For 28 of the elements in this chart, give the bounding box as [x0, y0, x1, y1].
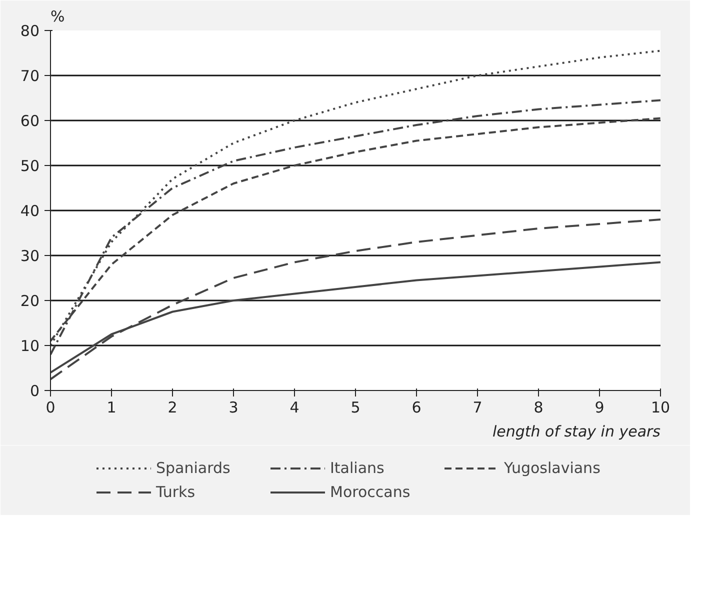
y-tick-label: 70 [20, 67, 40, 85]
y-tick-label: 30 [20, 247, 40, 265]
y-tick-label: 40 [20, 202, 40, 220]
legend-label: Moroccans [330, 483, 412, 501]
legend-label: Yugoslavians [504, 459, 602, 477]
y-tick-label: 10 [20, 337, 40, 355]
x-tick-label: 5 [350, 398, 360, 416]
x-tick-label: 7 [472, 398, 482, 416]
x-tick-label: 4 [290, 398, 300, 416]
x-tick-label: 8 [534, 398, 544, 416]
x-axis-title: length of stay in years [492, 422, 661, 440]
x-tick-label: 3 [228, 398, 238, 416]
x-tick-label: 6 [412, 398, 422, 416]
y-axis-title: % [50, 8, 65, 26]
x-tick-label: 0 [46, 398, 56, 416]
line-series [50, 218, 660, 380]
y-tick-label: 50 [20, 157, 40, 175]
legend-label: Turks [156, 483, 196, 501]
x-tick-label: 10 [650, 398, 670, 416]
x-tick-label: 2 [168, 398, 178, 416]
y-tick-label: 60 [20, 112, 40, 130]
legend-label: Spaniards [156, 459, 232, 477]
x-tick-label: 9 [594, 398, 604, 416]
y-tick-label: 0 [30, 382, 40, 400]
legend-label: Italians [330, 459, 386, 477]
y-tick-label: 80 [20, 22, 40, 40]
x-tick-label: 1 [106, 398, 116, 416]
y-tick-label: 20 [20, 292, 40, 310]
